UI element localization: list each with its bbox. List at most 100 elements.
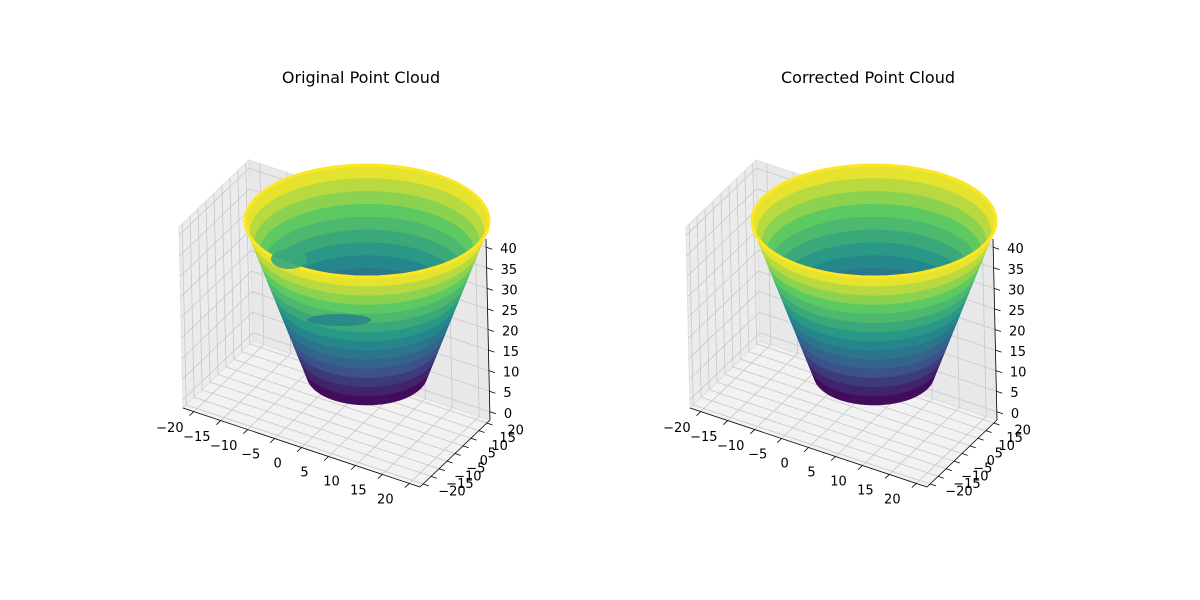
x-tick: [243, 429, 248, 434]
cone-inner-strip: [867, 177, 875, 192]
cone-inner-strip: [884, 203, 892, 218]
cone-outer-strip: [868, 331, 875, 342]
cone-inner-strip: [353, 164, 362, 179]
cone-inner-strip: [366, 254, 373, 269]
cone-outer-strip: [889, 302, 897, 314]
point-cloud: [750, 163, 998, 406]
cone-outer-strip: [861, 285, 869, 296]
cone-inner-strip: [855, 190, 863, 205]
cone-rim: [243, 163, 491, 279]
cone-inner-strip: [860, 164, 869, 179]
cone-inner-strip: [377, 203, 385, 218]
y-tick: [969, 445, 976, 449]
cone-outer-strip: [348, 294, 356, 305]
cone-outer-strip: [366, 386, 371, 397]
cone-outer-strip: [877, 377, 883, 388]
cone-inner-strip: [862, 203, 869, 218]
cone-outer-strip: [366, 331, 373, 342]
cone-outer-strip: [884, 312, 891, 323]
cone-outer-strip: [360, 304, 368, 314]
cone-inner-strip: [878, 216, 886, 230]
cone-inner-strip: [862, 216, 870, 230]
cone-outer-strip: [877, 358, 883, 369]
cone-inner-strip: [879, 164, 888, 179]
y-grid-line: [189, 216, 432, 477]
z-tick: [486, 246, 493, 250]
cone-outer-strip: [366, 340, 373, 351]
cone-inner-strip: [868, 254, 875, 269]
cone-inner-strip: [354, 177, 362, 192]
cone-inner-strip: [861, 177, 869, 192]
x-tick: [750, 429, 755, 434]
cone-outer-strip: [375, 349, 381, 360]
cone-inner-strip: [361, 241, 368, 256]
cone-outer-strip: [873, 304, 881, 314]
cone-inner-strip: [366, 164, 374, 179]
cone-outer-strip: [354, 294, 362, 305]
cone-outer-strip: [371, 331, 378, 342]
z-tick-label: 10: [503, 366, 520, 381]
z-tick: [487, 329, 495, 332]
z-tick: [993, 267, 1000, 271]
y-grid-line: [728, 185, 971, 447]
cone-outer-strip: [362, 349, 368, 360]
cone-outer-strip: [372, 303, 379, 314]
y-tick-label: −5: [466, 462, 485, 477]
z-tick-label: 10: [1010, 366, 1027, 381]
cone-rim: [750, 163, 998, 279]
y-grid-line: [696, 216, 939, 477]
cone-inner-strip: [378, 164, 387, 179]
cone-inner-strip: [855, 177, 863, 192]
y-tick-label: −10: [454, 469, 481, 484]
z-tick: [994, 308, 1001, 312]
cone-outer-strip: [873, 331, 880, 342]
cone-inner-strip: [347, 164, 356, 179]
z-tick-label: 15: [1009, 345, 1026, 360]
cone-outer-strip: [869, 349, 875, 360]
cone-outer-strip: [383, 293, 391, 305]
y-tick: [486, 422, 493, 426]
y-grid-line: [205, 201, 448, 462]
y-tick: [945, 468, 952, 472]
cone-inner-strip: [344, 216, 352, 231]
x-tick-label: 5: [300, 466, 308, 481]
cone-outer-strip: [366, 358, 372, 369]
cone-inner-strip: [341, 165, 349, 180]
cone-inner-strip: [371, 241, 378, 256]
cone-outer-strip: [873, 377, 879, 388]
z-tick: [995, 349, 1002, 353]
cone-outer-strip: [879, 294, 887, 305]
y-grid-line: [181, 223, 424, 485]
z-tick-label: 35: [1008, 263, 1025, 278]
cone-inner-strip: [867, 203, 875, 217]
y-grid-line: [197, 208, 440, 470]
cone-outer-strip: [362, 368, 368, 378]
cone-outer-strip: [360, 294, 368, 305]
x-tick-label: 5: [807, 466, 815, 481]
x-tick: [696, 411, 702, 417]
cone-inner-strip: [351, 229, 358, 244]
z-tick-label: 25: [1009, 304, 1026, 319]
cone-outer-strip: [878, 312, 886, 324]
plot-title: Corrected Point Cloud: [781, 68, 955, 87]
x-tick-label: 20: [884, 493, 901, 508]
cone-outer-strip: [862, 303, 869, 314]
x-tick-label: −10: [210, 439, 237, 454]
cone-inner-strip: [885, 164, 894, 179]
y-tick: [431, 475, 437, 479]
x-tick-label: −5: [748, 448, 767, 463]
cone-outer-strip: [366, 368, 372, 378]
cone-inner-strip: [372, 190, 380, 205]
cone-outer-strip: [366, 285, 374, 296]
cone-inner-strip: [873, 164, 881, 179]
y-grid-line: [229, 178, 472, 439]
y-tick: [961, 453, 968, 456]
cone-outer-strip: [877, 349, 884, 360]
cone-inner-strip: [873, 216, 880, 230]
deformation-patch: [307, 314, 371, 326]
x-tick: [189, 411, 195, 417]
cone-outer-strip: [384, 284, 392, 295]
cone-outer-strip: [377, 312, 384, 323]
cone-outer-strip: [878, 340, 884, 351]
cone-outer-strip: [362, 377, 368, 388]
